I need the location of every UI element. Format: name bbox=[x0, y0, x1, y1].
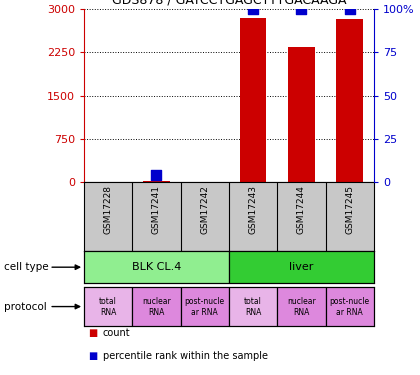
Point bbox=[298, 6, 305, 12]
Bar bbox=[132, 287, 181, 326]
Text: ■: ■ bbox=[88, 351, 97, 361]
Text: total
RNA: total RNA bbox=[244, 297, 262, 316]
Text: BLK CL.4: BLK CL.4 bbox=[132, 262, 181, 272]
Bar bbox=[181, 287, 229, 326]
Bar bbox=[84, 287, 132, 326]
Bar bbox=[143, 181, 170, 182]
Bar bbox=[240, 18, 266, 182]
Text: nuclear
RNA: nuclear RNA bbox=[142, 297, 171, 316]
Text: GSM17228: GSM17228 bbox=[104, 185, 113, 234]
Text: GSM17245: GSM17245 bbox=[345, 185, 354, 234]
Bar bbox=[229, 251, 374, 283]
Text: GSM17244: GSM17244 bbox=[297, 185, 306, 234]
Bar bbox=[336, 19, 363, 182]
Text: post-nucle
ar RNA: post-nucle ar RNA bbox=[185, 297, 225, 316]
Bar bbox=[229, 287, 277, 326]
Point bbox=[346, 6, 353, 12]
Point bbox=[250, 6, 257, 12]
Bar bbox=[288, 47, 315, 182]
Bar bbox=[326, 287, 374, 326]
Text: post-nucle
ar RNA: post-nucle ar RNA bbox=[330, 297, 370, 316]
Text: protocol: protocol bbox=[4, 302, 47, 312]
Bar bbox=[277, 287, 326, 326]
Point bbox=[153, 172, 160, 178]
Text: GSM17241: GSM17241 bbox=[152, 185, 161, 234]
Text: ■: ■ bbox=[88, 328, 97, 338]
Text: GSM17242: GSM17242 bbox=[200, 185, 209, 234]
Bar bbox=[84, 251, 229, 283]
Text: percentile rank within the sample: percentile rank within the sample bbox=[103, 351, 268, 361]
Text: GSM17243: GSM17243 bbox=[249, 185, 257, 234]
Title: GDS878 / GATCCTGAGCTTTGACAAGA: GDS878 / GATCCTGAGCTTTGACAAGA bbox=[112, 0, 346, 7]
Text: nuclear
RNA: nuclear RNA bbox=[287, 297, 316, 316]
Text: total
RNA: total RNA bbox=[99, 297, 117, 316]
Text: count: count bbox=[103, 328, 131, 338]
Text: liver: liver bbox=[289, 262, 314, 272]
Text: cell type: cell type bbox=[4, 262, 49, 272]
